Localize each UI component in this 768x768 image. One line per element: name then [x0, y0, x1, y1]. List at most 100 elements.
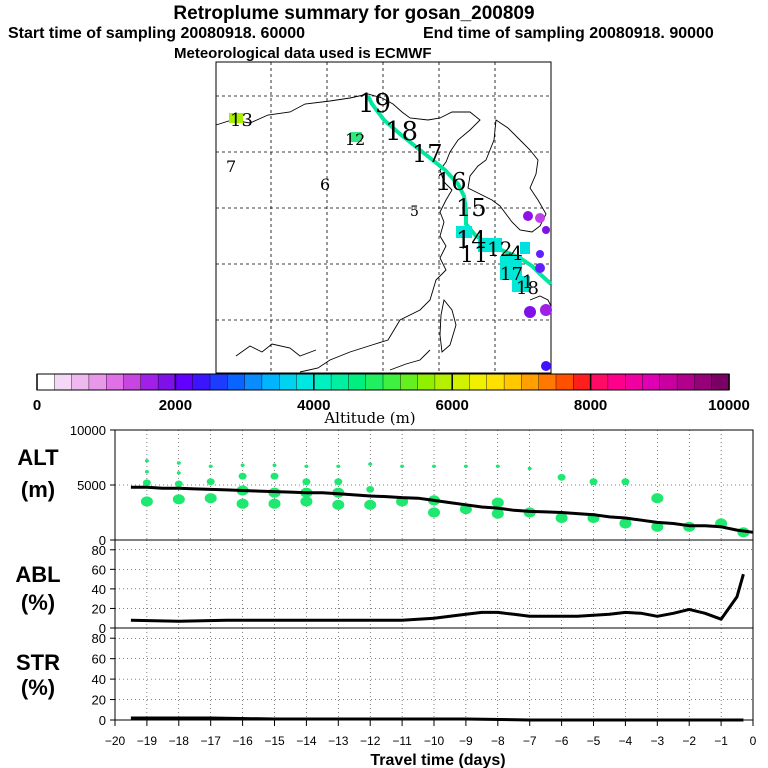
y-tick-label: 20 — [92, 693, 106, 708]
y-tick-label: 80 — [92, 543, 106, 558]
plume-point — [621, 478, 630, 486]
map-day-label: 17 — [412, 140, 443, 168]
x-tick-label: −20 — [105, 734, 126, 748]
plume-point — [368, 462, 373, 466]
colorbar-tick-label: 8000 — [574, 397, 607, 414]
colorbar-tick-label: 4000 — [297, 397, 330, 414]
colorbar-swatch — [607, 373, 626, 391]
met-data-label: Meteorological data used is ECMWF — [174, 45, 432, 62]
colorbar-swatch — [175, 373, 194, 391]
y-axis-label: (%) — [21, 590, 55, 615]
colorbar-swatch — [521, 373, 540, 391]
colorbar-swatch — [555, 373, 574, 391]
map-day-label: 16 — [436, 168, 467, 196]
colorbar-swatch — [157, 373, 177, 391]
chart-title: Retroplume summary for gosan_200809 — [173, 3, 535, 24]
colorbar-swatch — [279, 373, 298, 391]
y-tick-label: 80 — [92, 631, 106, 646]
plume-point — [428, 507, 440, 518]
plume-point — [302, 478, 311, 486]
colorbar-tick-label: 2000 — [159, 397, 192, 414]
colorbar-swatch — [313, 373, 332, 391]
x-tick-label: −13 — [328, 734, 349, 748]
y-tick-label: 60 — [92, 562, 106, 577]
x-tick-label: −7 — [523, 734, 537, 748]
colorbar-swatch — [192, 373, 211, 391]
map-day-label: 1 — [522, 272, 533, 293]
plume-blob — [229, 113, 243, 123]
colorbar-swatch — [54, 373, 73, 391]
plume-point — [172, 494, 185, 505]
map-day-label: 5 — [410, 204, 419, 220]
y-tick-label: 60 — [92, 652, 106, 667]
colorbar-swatch — [400, 373, 419, 391]
plume-point — [557, 473, 566, 481]
colorbar-swatch — [296, 373, 315, 391]
plume-point — [204, 493, 217, 504]
x-tick-label: −2 — [682, 734, 696, 748]
colorbar-swatch — [140, 373, 159, 391]
x-tick-label: −14 — [296, 734, 317, 748]
colorbar-swatch — [209, 373, 228, 391]
colorbar-swatch — [36, 373, 55, 391]
plume-blob — [535, 213, 545, 223]
plume-point — [527, 466, 532, 471]
map-coastlines — [215, 93, 552, 373]
plume-point — [619, 518, 632, 529]
colorbar-swatch — [452, 373, 471, 391]
plume-point — [491, 497, 504, 508]
plume-point — [463, 464, 468, 468]
plume-point — [651, 493, 664, 504]
x-tick-label: −8 — [491, 734, 505, 748]
plume-point — [144, 459, 149, 463]
plume-blob — [523, 211, 533, 221]
start-time-label: Start time of sampling 20080918. 60000 — [8, 25, 306, 42]
plume-point — [366, 486, 375, 493]
colorbar-swatch — [659, 373, 678, 391]
x-tick-label: −1 — [714, 734, 728, 748]
colorbar-swatch — [573, 373, 592, 391]
map-day-label: 11 — [460, 243, 488, 268]
plume-blob — [512, 276, 530, 292]
colorbar-swatch — [365, 373, 384, 391]
colorbar-swatch — [88, 373, 107, 391]
map-plume-blobs — [229, 113, 552, 371]
map-day-label: 7 — [226, 157, 236, 176]
plume-point — [334, 478, 343, 486]
y-tick-label: 0 — [99, 713, 106, 728]
panel-frame — [114, 627, 754, 721]
x-tick-label: −19 — [137, 734, 158, 748]
plume-point — [491, 508, 504, 519]
colorbar-swatch — [123, 373, 142, 391]
colorbar-swatch — [711, 373, 730, 391]
plume-point — [364, 499, 377, 510]
y-axis-label: ABL — [15, 562, 60, 587]
series-line — [130, 716, 744, 722]
x-tick-label: −12 — [360, 734, 381, 748]
plume-blob — [500, 256, 522, 280]
plume-point — [300, 496, 313, 507]
map-day-label: 18 — [516, 278, 539, 299]
plume-blob — [536, 250, 544, 258]
y-axis-label: (%) — [21, 675, 55, 700]
map-day-label: 13 — [230, 110, 253, 131]
y-tick-label: 0 — [99, 621, 106, 636]
map-day-label: 6 — [320, 175, 330, 194]
plume-point — [240, 463, 245, 467]
y-tick-label: 40 — [92, 672, 106, 687]
x-tick-label: −10 — [424, 734, 445, 748]
y-tick-label: 20 — [92, 601, 106, 616]
plume-blob — [524, 306, 536, 318]
plume-blob — [541, 361, 551, 371]
plume-blob — [478, 238, 502, 252]
y-tick-label: 0 — [99, 533, 106, 548]
x-tick-label: −4 — [619, 734, 633, 748]
plume-point — [236, 498, 249, 509]
plume-point — [208, 464, 213, 468]
plume-blob — [542, 226, 550, 234]
colorbar-tick-labels: 0 2000 4000 6000 8000 10000 — [33, 397, 750, 414]
colorbar-tick-label: 6000 — [436, 397, 469, 414]
plume-point — [555, 512, 568, 524]
